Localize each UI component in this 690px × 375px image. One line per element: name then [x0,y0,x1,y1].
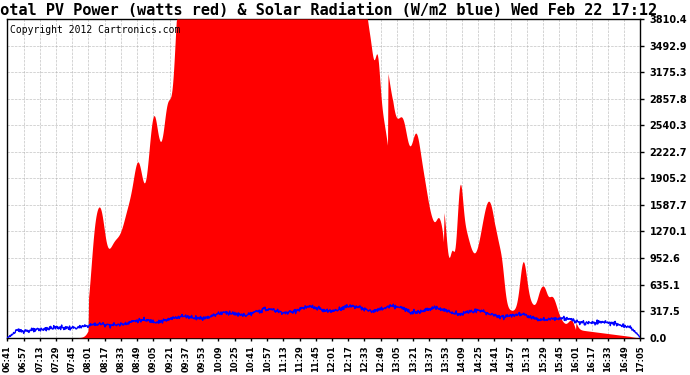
Title: Total PV Power (watts red) & Solar Radiation (W/m2 blue) Wed Feb 22 17:12: Total PV Power (watts red) & Solar Radia… [0,3,657,18]
Text: Copyright 2012 Cartronics.com: Copyright 2012 Cartronics.com [10,26,181,35]
